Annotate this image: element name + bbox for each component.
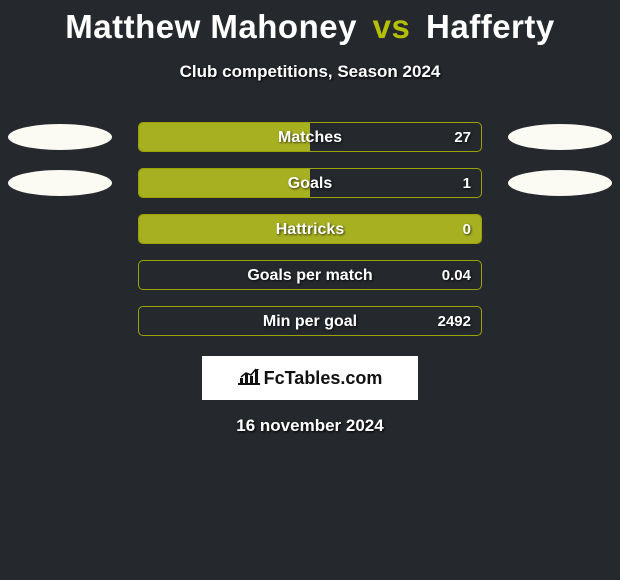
stat-row: Goals per match0.04 xyxy=(0,260,620,290)
stat-bar: Min per goal2492 xyxy=(138,306,482,336)
stat-bar: Goals1 xyxy=(138,168,482,198)
player1-marker xyxy=(8,124,112,150)
stat-row: Min per goal2492 xyxy=(0,306,620,336)
stats-container: Matches27 Goals1 Hattricks0 Goals per match… xyxy=(0,122,620,336)
player2-marker xyxy=(508,170,612,196)
chart-icon xyxy=(238,367,260,390)
player2-marker xyxy=(508,124,612,150)
stat-bar: Matches27 xyxy=(138,122,482,152)
stat-value: 1 xyxy=(463,169,471,198)
date-text: 16 november 2024 xyxy=(0,416,620,436)
stat-label: Matches xyxy=(139,123,481,152)
stat-label: Goals xyxy=(139,169,481,198)
player1-marker xyxy=(8,170,112,196)
stat-row: Goals1 xyxy=(0,168,620,198)
stat-value: 0 xyxy=(463,215,471,244)
comparison-title: Matthew Mahoney vs Hafferty xyxy=(0,0,620,46)
logo-text: FcTables.com xyxy=(264,368,383,389)
stat-bar: Goals per match0.04 xyxy=(138,260,482,290)
player1-name: Matthew Mahoney xyxy=(65,8,357,45)
player2-name: Hafferty xyxy=(426,8,555,45)
logo-inner: FcTables.com xyxy=(238,367,383,390)
stat-label: Min per goal xyxy=(139,307,481,336)
stat-value: 0.04 xyxy=(442,261,471,290)
subtitle: Club competitions, Season 2024 xyxy=(0,62,620,82)
stat-bar: Hattricks0 xyxy=(138,214,482,244)
logo-box: FcTables.com xyxy=(202,356,418,400)
vs-text: vs xyxy=(373,8,411,45)
stat-label: Goals per match xyxy=(139,261,481,290)
stat-value: 2492 xyxy=(438,307,471,336)
stat-label: Hattricks xyxy=(139,215,481,244)
stat-row: Hattricks0 xyxy=(0,214,620,244)
stat-row: Matches27 xyxy=(0,122,620,152)
stat-value: 27 xyxy=(454,123,471,152)
